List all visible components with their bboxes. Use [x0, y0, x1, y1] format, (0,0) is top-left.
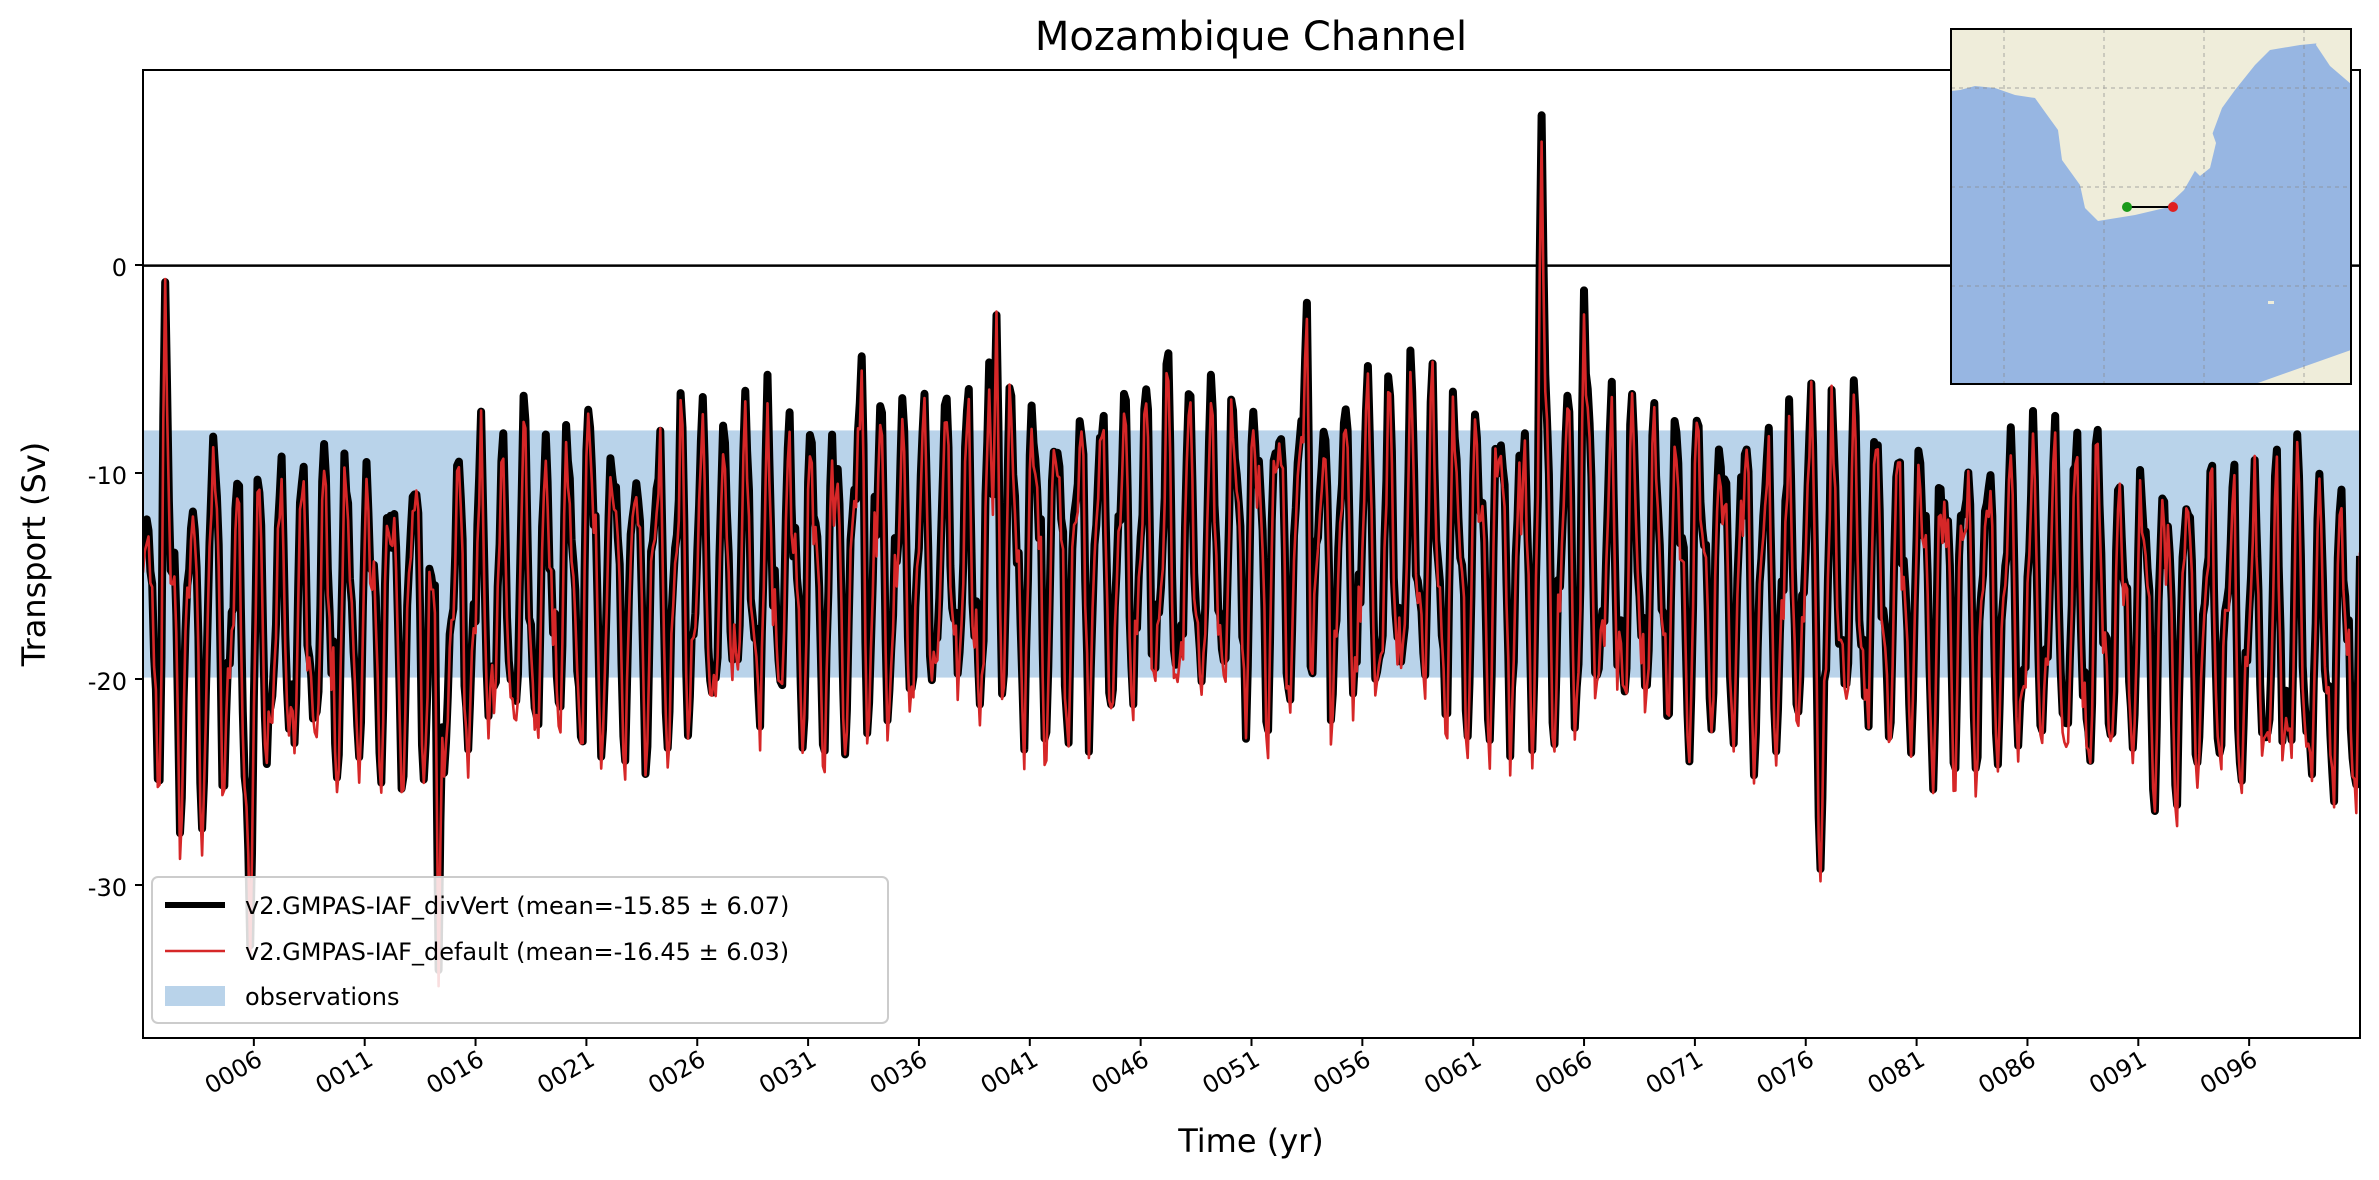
- x-tick-label: 0076: [1752, 1045, 1819, 1100]
- x-tick-label: 0056: [1308, 1045, 1375, 1100]
- x-axis: 0006 0011 0016 0021 0026 0031 0036 0041 0046 0051…: [200, 1038, 2262, 1100]
- x-tick-label: 0086: [1974, 1045, 2041, 1100]
- inset-island: [2268, 301, 2274, 304]
- x-tick-label: 0031: [754, 1045, 821, 1100]
- inset-land-se: [2255, 350, 2351, 384]
- x-tick-label: 0091: [2084, 1045, 2151, 1100]
- x-tick-label: 0026: [643, 1045, 710, 1100]
- inset-gridlines: [1951, 29, 2351, 384]
- x-tick-label: 0036: [865, 1045, 932, 1100]
- legend-swatch-observations: [165, 986, 225, 1006]
- legend-label-default: v2.GMPAS-IAF_default (mean=-16.45 ± 6.03…: [245, 938, 789, 966]
- y-tick-label: -30: [88, 874, 127, 902]
- x-tick-label: 0046: [1087, 1045, 1154, 1100]
- x-tick-label: 0061: [1419, 1045, 1486, 1100]
- chart-title: Mozambique Channel: [1035, 14, 1467, 60]
- y-tick-label: 0: [112, 254, 127, 282]
- x-tick-label: 0096: [2195, 1045, 2262, 1100]
- inset-land-ne: [2316, 29, 2351, 84]
- x-tick-label: 0041: [976, 1045, 1043, 1100]
- legend-label-observations: observations: [245, 983, 399, 1011]
- x-tick-label: 0071: [1641, 1045, 1708, 1100]
- legend-label-divVert: v2.GMPAS-IAF_divVert (mean=-15.85 ± 6.07…: [245, 892, 789, 920]
- y-tick-label: -10: [88, 462, 127, 490]
- y-axis: 0 -10 -20 -30: [88, 254, 143, 902]
- x-tick-label: 0006: [200, 1045, 267, 1100]
- x-axis-label: Time (yr): [1177, 1122, 1324, 1160]
- legend: v2.GMPAS-IAF_divVert (mean=-15.85 ± 6.07…: [151, 876, 889, 1024]
- x-tick-label: 0016: [422, 1045, 489, 1100]
- inset-map: [1950, 28, 2352, 385]
- y-axis-label: Transport (Sv): [15, 442, 53, 668]
- inset-section-end-marker: [2168, 202, 2178, 212]
- inset-madagascar: [2188, 126, 2216, 176]
- y-tick-label: -20: [88, 668, 127, 696]
- inset-africa-landmass: [1951, 29, 2351, 221]
- x-tick-label: 0011: [311, 1045, 378, 1100]
- legend-box: [151, 876, 889, 1024]
- series-line-default: [143, 140, 2360, 988]
- inset-frame: [1950, 28, 2352, 385]
- x-tick-label: 0066: [1530, 1045, 1597, 1100]
- inset-section-start-marker: [2122, 202, 2132, 212]
- x-tick-label: 0021: [533, 1045, 600, 1100]
- x-tick-label: 0081: [1863, 1045, 1930, 1100]
- x-tick-label: 0051: [1198, 1045, 1265, 1100]
